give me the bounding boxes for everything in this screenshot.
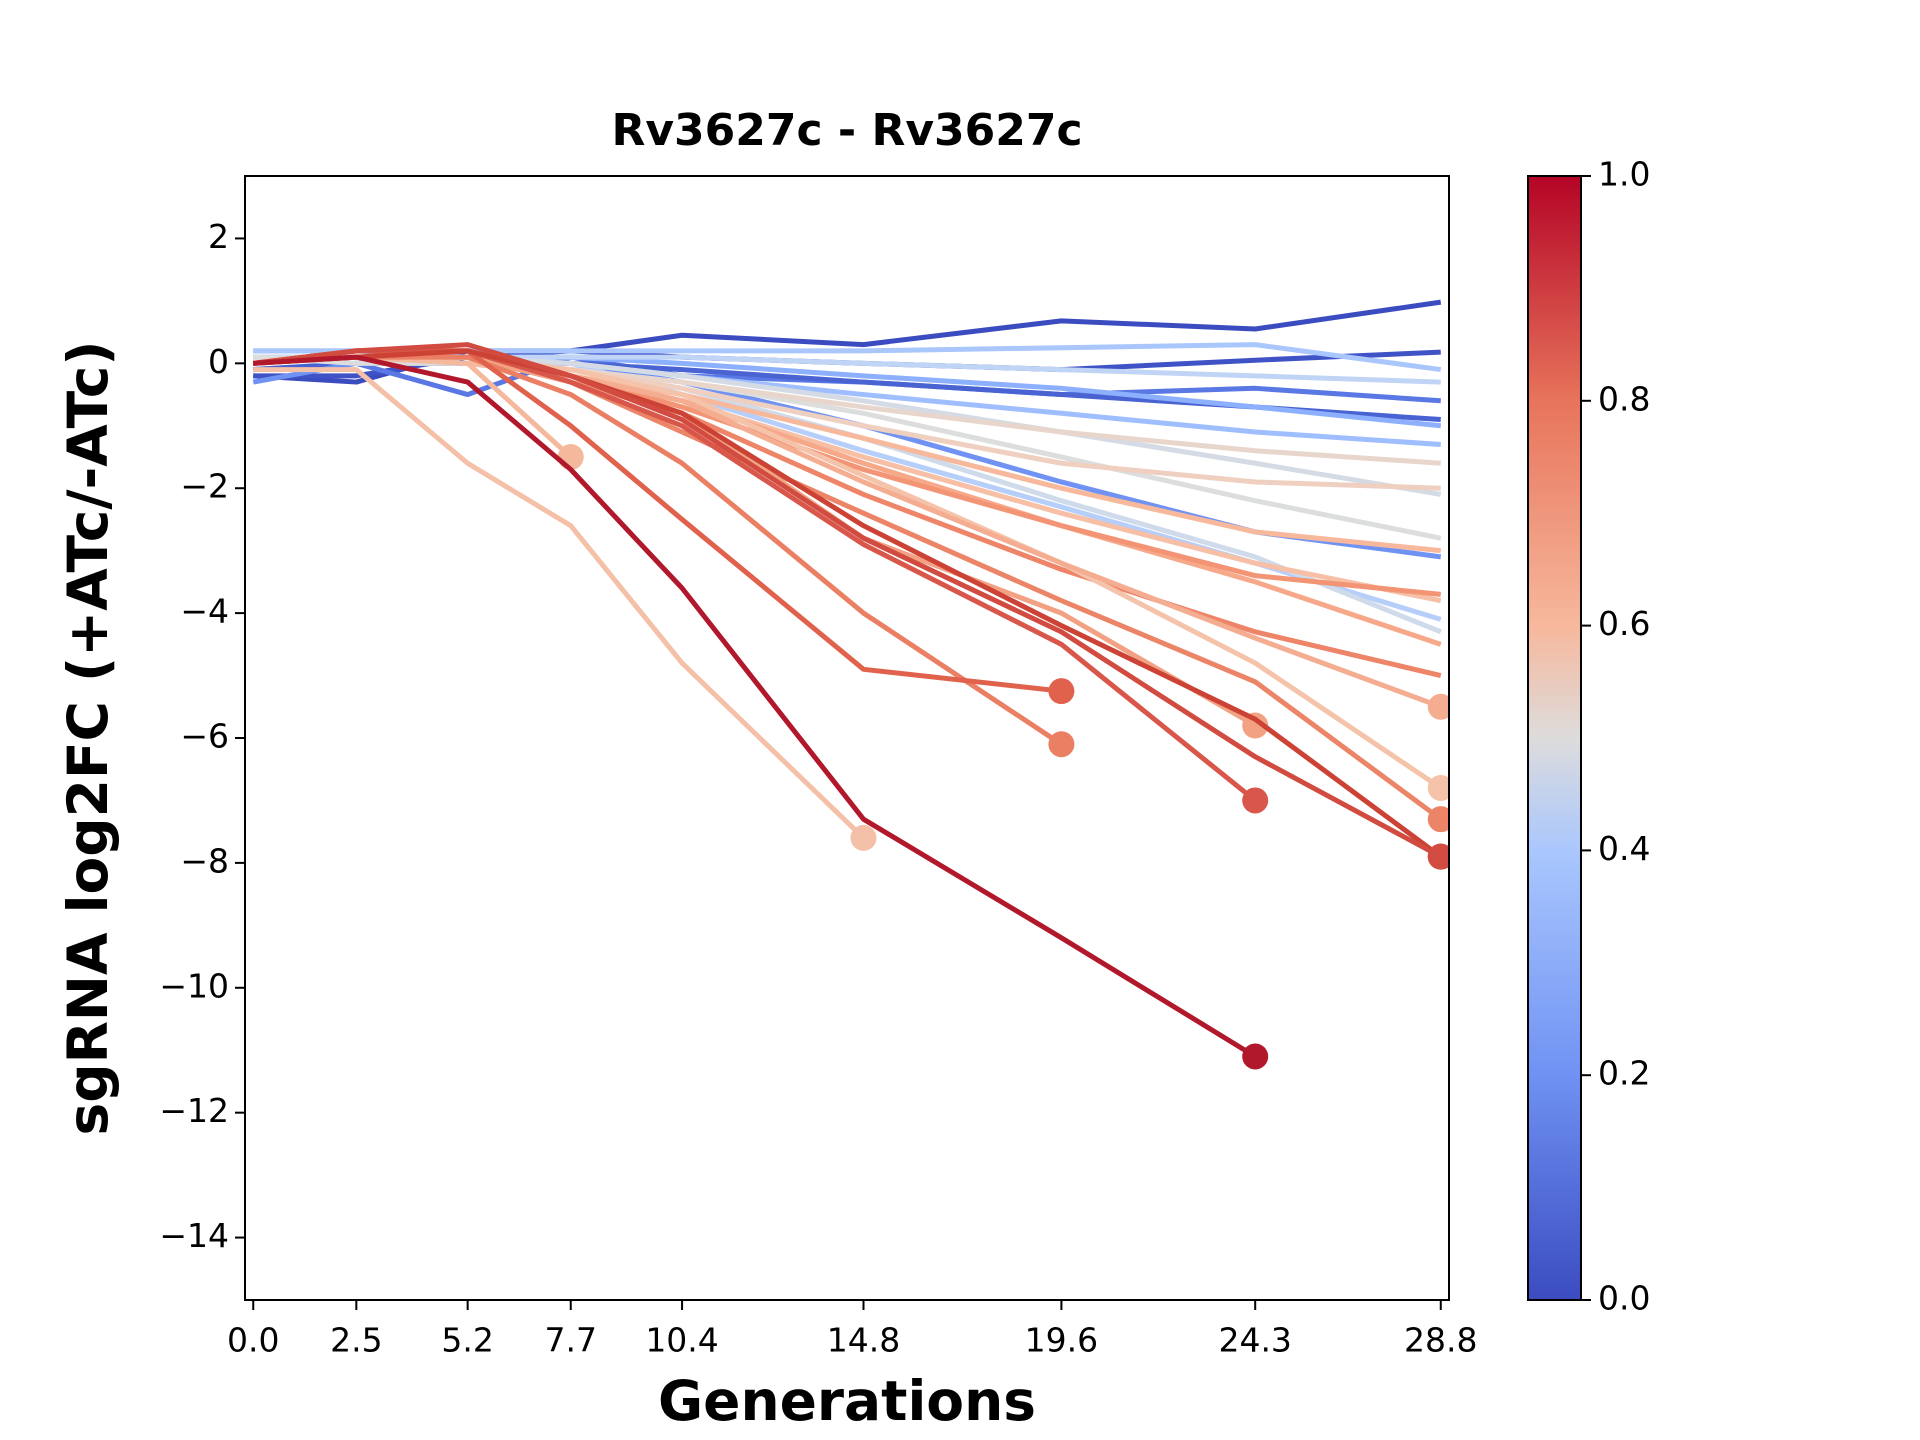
series-line (252, 342, 1442, 859)
y-axis-label: sgRNA log2FC (+ATc/-ATc) (56, 340, 120, 1135)
y-tick-label: −4 (180, 592, 229, 631)
colorbar-tick-label: 0.4 (1598, 829, 1650, 868)
series-line (253, 299, 1442, 385)
colorbar-tick-label: 0.0 (1598, 1279, 1650, 1318)
y-tick-label: −8 (180, 841, 229, 880)
end-marker (1242, 712, 1269, 739)
y-tick-label: −14 (159, 1216, 229, 1255)
y-tick-label: −2 (180, 467, 229, 506)
series-line (253, 367, 866, 840)
y-tick-label: −6 (180, 717, 229, 756)
end-marker (1427, 843, 1449, 870)
y-tick-label: 2 (208, 217, 229, 256)
x-tick-label: 7.7 (544, 1321, 596, 1360)
colorbar-tick-label: 0.8 (1598, 379, 1650, 418)
end-marker (1427, 806, 1449, 833)
end-marker (850, 824, 877, 851)
end-marker (1048, 678, 1075, 705)
plot-area (252, 299, 1449, 1070)
y-tick-label: −10 (159, 966, 229, 1005)
colorbar-tick-label: 0.2 (1598, 1054, 1650, 1093)
colorbar-tick-label: 1.0 (1598, 155, 1650, 194)
end-marker (1427, 693, 1449, 720)
series-line (253, 348, 1443, 859)
x-tick-label: 28.8 (1404, 1321, 1477, 1360)
end-marker (557, 444, 584, 470)
x-tick-label: 5.2 (441, 1321, 493, 1360)
x-axis-label: Generations (658, 1369, 1036, 1433)
x-tick-label: 24.3 (1218, 1321, 1291, 1360)
colorbar (1527, 175, 1582, 1301)
colorbar-tick-label: 0.6 (1598, 604, 1650, 643)
end-marker (1242, 1043, 1269, 1070)
x-tick-label: 2.5 (330, 1321, 382, 1360)
end-marker (1048, 731, 1075, 758)
x-tick-label: 0.0 (227, 1321, 279, 1360)
x-tick-label: 10.4 (645, 1321, 718, 1360)
x-tick-label: 19.6 (1025, 1321, 1098, 1360)
end-marker (1427, 774, 1449, 801)
chart-title: Rv3627c - Rv3627c (611, 105, 1082, 156)
y-tick-label: 0 (208, 342, 229, 381)
end-marker (1242, 787, 1269, 814)
series-line (253, 354, 1257, 1059)
y-tick-label: −12 (159, 1091, 229, 1130)
x-tick-label: 14.8 (827, 1321, 900, 1360)
